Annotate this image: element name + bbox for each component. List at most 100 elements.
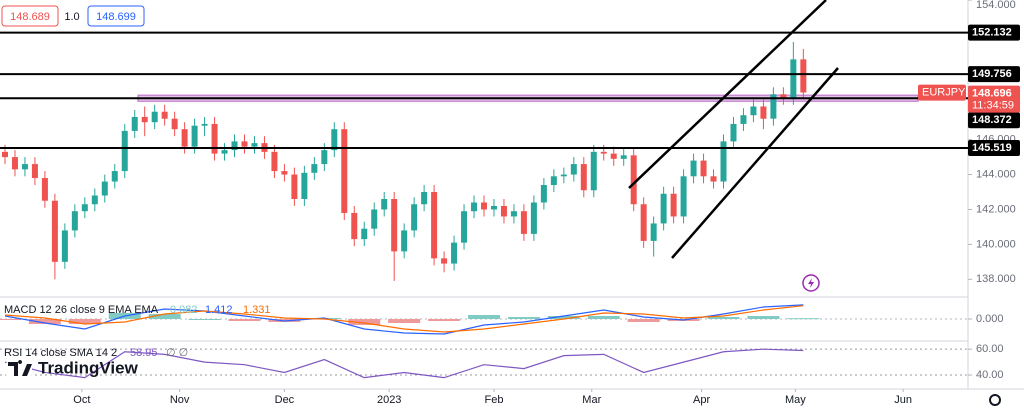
candle-body bbox=[211, 123, 218, 154]
ask-box[interactable] bbox=[87, 5, 145, 27]
candle-body bbox=[31, 164, 38, 179]
y-tick-label: 0.000 bbox=[976, 313, 1004, 325]
signal-value: 1.331 bbox=[243, 304, 271, 316]
level-label-bg bbox=[968, 24, 1020, 41]
candle-body bbox=[121, 130, 128, 172]
histogram-bar bbox=[787, 318, 820, 320]
countdown: 11:34:59 bbox=[972, 99, 1014, 111]
candle-body bbox=[461, 211, 468, 243]
histogram-bar bbox=[68, 319, 101, 324]
histogram-value: 0.082 bbox=[170, 304, 198, 316]
candle-body bbox=[311, 164, 318, 173]
candle-body bbox=[21, 164, 28, 170]
histogram-bar bbox=[747, 316, 780, 319]
candle-body bbox=[301, 172, 308, 199]
candle-body bbox=[540, 185, 547, 203]
candle-body bbox=[411, 204, 418, 231]
candle-body bbox=[271, 151, 278, 172]
candle-body bbox=[131, 116, 138, 131]
candle-body bbox=[481, 202, 487, 210]
quote-bar: 148.689 1.0 148.699 bbox=[1, 5, 145, 27]
level-label-bg bbox=[968, 140, 1020, 157]
histogram-bar bbox=[148, 314, 181, 319]
candle-body bbox=[451, 242, 458, 264]
histogram-bar bbox=[388, 319, 421, 323]
settings-icon[interactable] bbox=[989, 394, 1001, 406]
candle-body bbox=[680, 176, 687, 217]
symbol-label: EURJPY bbox=[922, 86, 966, 98]
x-tick-label: Oct bbox=[73, 394, 90, 406]
indicator-extra: ∅ ∅ bbox=[166, 347, 188, 359]
candle-body bbox=[241, 141, 248, 147]
bid-box[interactable] bbox=[1, 5, 59, 27]
gear[interactable] bbox=[989, 394, 1001, 406]
alert-icon[interactable] bbox=[802, 274, 820, 292]
macd-value: 1.412 bbox=[205, 304, 233, 316]
level-label: 145.519 bbox=[972, 142, 1012, 154]
candle-body bbox=[401, 230, 408, 252]
candle-body bbox=[670, 193, 677, 217]
candle-body bbox=[790, 59, 797, 98]
candle-body bbox=[550, 176, 557, 186]
candle-body bbox=[471, 202, 478, 212]
x-tick-label: Nov bbox=[170, 394, 190, 406]
candle-body bbox=[580, 164, 587, 191]
symbol-label-bg bbox=[918, 84, 966, 101]
y-tick-label: 144.000 bbox=[976, 168, 1016, 180]
x-tick-label: May bbox=[785, 394, 806, 406]
candle-body bbox=[321, 150, 328, 165]
candle-body bbox=[91, 195, 98, 205]
level-label: 148.372 bbox=[972, 114, 1012, 126]
x-tick-label: 2023 bbox=[377, 394, 401, 406]
candle-body bbox=[800, 59, 807, 93]
y-tick-label: 138.000 bbox=[976, 273, 1016, 285]
candle-body bbox=[381, 198, 388, 210]
candle-body bbox=[341, 129, 348, 213]
indicator-legend: MACD 12 26 close 9 EMA EMA bbox=[4, 304, 159, 316]
histogram-bar bbox=[707, 317, 740, 319]
candle-body bbox=[490, 205, 497, 210]
candle-body bbox=[530, 202, 537, 234]
candle-body bbox=[620, 155, 627, 159]
candle-body bbox=[331, 129, 338, 151]
candle-body bbox=[600, 151, 607, 154]
candle-body bbox=[590, 151, 597, 191]
candle-body bbox=[171, 118, 178, 130]
candle-body bbox=[690, 160, 697, 177]
candle-body bbox=[111, 171, 118, 182]
candle-body bbox=[750, 106, 757, 116]
histogram-bar bbox=[28, 319, 61, 324]
histogram-bar bbox=[587, 316, 620, 319]
brand: TradingView bbox=[6, 358, 139, 377]
candle-body bbox=[441, 258, 448, 264]
x-tick-label: Dec bbox=[275, 394, 295, 406]
channel bbox=[628, 0, 839, 259]
candle-body bbox=[660, 193, 667, 224]
candle-body bbox=[770, 94, 777, 119]
candle-body bbox=[740, 115, 747, 124]
y-tick-label: 40.00 bbox=[976, 369, 1004, 381]
last-price-bg bbox=[968, 85, 1020, 113]
histogram-bar bbox=[507, 317, 540, 319]
indicator-line bbox=[4, 304, 804, 335]
candle-body bbox=[520, 211, 527, 234]
y-tick-label: 154.000 bbox=[976, 0, 1016, 11]
spread: 1.0 bbox=[64, 11, 79, 23]
x-tick-label: Apr bbox=[693, 394, 710, 406]
candle-body bbox=[700, 160, 707, 177]
candle-body bbox=[281, 171, 288, 175]
candle-body bbox=[161, 111, 168, 119]
histogram-bar bbox=[348, 319, 381, 325]
candle-body bbox=[720, 141, 727, 182]
indicator-legend: RSI 14 close SMA 14 2 bbox=[4, 347, 117, 359]
x-tick-label: Feb bbox=[484, 394, 503, 406]
y-tick-label: 60.00 bbox=[976, 343, 1004, 355]
x-tick-label: Mar bbox=[582, 394, 601, 406]
histogram-bar bbox=[188, 319, 221, 320]
trend-line bbox=[628, 0, 827, 189]
histogram-bar bbox=[0, 319, 21, 320]
candle-body bbox=[231, 141, 238, 151]
layout bbox=[0, 0, 1024, 390]
